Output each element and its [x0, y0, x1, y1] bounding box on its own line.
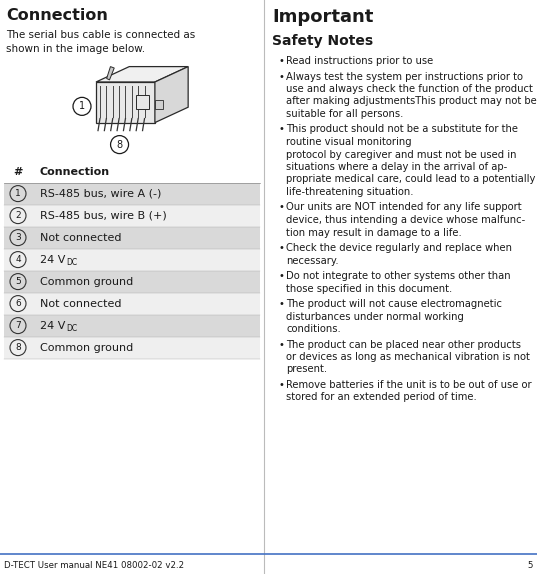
Bar: [4, 270, 260, 293]
Text: stored for an extended period of time.: stored for an extended period of time.: [286, 393, 477, 402]
Polygon shape: [96, 82, 155, 123]
Bar: [4, 336, 260, 359]
Circle shape: [10, 317, 26, 333]
Text: Safety Notes: Safety Notes: [272, 34, 373, 48]
Bar: [4, 227, 260, 249]
Text: Not connected: Not connected: [40, 298, 121, 309]
Text: 2: 2: [15, 211, 21, 220]
Text: situations where a delay in the arrival of ap-: situations where a delay in the arrival …: [286, 162, 507, 172]
Text: Our units are NOT intended for any life support: Our units are NOT intended for any life …: [286, 203, 522, 212]
Text: Read instructions prior to use: Read instructions prior to use: [286, 56, 433, 66]
Text: The product will not cause electromagnetic: The product will not cause electromagnet…: [286, 299, 502, 309]
Text: RS-485 bus, wire A (-): RS-485 bus, wire A (-): [40, 189, 162, 199]
Circle shape: [10, 340, 26, 356]
Text: 1: 1: [15, 189, 21, 198]
Text: 5: 5: [15, 277, 21, 286]
Text: Common ground: Common ground: [40, 277, 133, 286]
Text: 1: 1: [79, 102, 85, 111]
Bar: [136, 95, 149, 109]
Text: DC: DC: [66, 324, 77, 333]
Text: Remove batteries if the unit is to be out of use or: Remove batteries if the unit is to be ou…: [286, 380, 532, 390]
Circle shape: [10, 185, 26, 201]
Text: life-threatening situation.: life-threatening situation.: [286, 187, 413, 197]
Text: 4: 4: [15, 255, 21, 264]
Text: 24 V: 24 V: [40, 321, 66, 331]
Text: 24 V: 24 V: [40, 255, 66, 265]
Text: •: •: [278, 299, 284, 309]
Text: The serial bus cable is connected as: The serial bus cable is connected as: [6, 30, 195, 40]
Circle shape: [10, 251, 26, 267]
Bar: [4, 293, 260, 315]
Polygon shape: [96, 67, 188, 82]
Text: Common ground: Common ground: [40, 343, 133, 352]
Text: 3: 3: [15, 233, 21, 242]
Text: Not connected: Not connected: [40, 232, 121, 243]
Text: after making adjustmentsThis product may not be: after making adjustmentsThis product may…: [286, 96, 537, 107]
Text: routine visual monitoring: routine visual monitoring: [286, 137, 412, 147]
Text: •: •: [278, 380, 284, 390]
Text: device, thus intending a device whose malfunc-: device, thus intending a device whose ma…: [286, 215, 525, 225]
Polygon shape: [107, 67, 114, 80]
Circle shape: [111, 135, 128, 154]
Text: DC: DC: [66, 258, 77, 267]
Text: 6: 6: [15, 299, 21, 308]
Text: This product should not be a substitute for the: This product should not be a substitute …: [286, 125, 518, 134]
Text: #: #: [13, 166, 23, 177]
Text: •: •: [278, 203, 284, 212]
Text: •: •: [278, 243, 284, 253]
Text: Important: Important: [272, 8, 374, 26]
Text: propriate medical care, could lead to a potentially: propriate medical care, could lead to a …: [286, 174, 535, 184]
Text: protocol by caregiver and must not be used in: protocol by caregiver and must not be us…: [286, 149, 517, 160]
Text: 8: 8: [15, 343, 21, 352]
Bar: [4, 183, 260, 204]
Bar: [155, 100, 163, 108]
Bar: [4, 249, 260, 270]
Text: Check the device regularly and replace when: Check the device regularly and replace w…: [286, 243, 512, 253]
Text: •: •: [278, 271, 284, 281]
Text: Do not integrate to other systems other than: Do not integrate to other systems other …: [286, 271, 511, 281]
Circle shape: [10, 274, 26, 290]
Text: suitable for all persons.: suitable for all persons.: [286, 109, 404, 119]
Bar: [4, 204, 260, 227]
Text: •: •: [278, 56, 284, 66]
Text: those specified in this document.: those specified in this document.: [286, 284, 453, 293]
Text: shown in the image below.: shown in the image below.: [6, 44, 145, 54]
Text: conditions.: conditions.: [286, 324, 341, 334]
Text: or devices as long as mechanical vibration is not: or devices as long as mechanical vibrati…: [286, 352, 530, 362]
Text: present.: present.: [286, 364, 328, 374]
Text: Connection: Connection: [6, 8, 108, 23]
Polygon shape: [155, 67, 188, 123]
Circle shape: [10, 230, 26, 246]
Text: use and always check the function of the product: use and always check the function of the…: [286, 84, 533, 94]
Text: 7: 7: [15, 321, 21, 330]
Text: tion may result in damage to a life.: tion may result in damage to a life.: [286, 227, 462, 238]
Text: RS-485 bus, wire B (+): RS-485 bus, wire B (+): [40, 211, 167, 220]
Text: •: •: [278, 125, 284, 134]
Text: 8: 8: [117, 139, 122, 150]
Text: D-TECT User manual NE41 08002-02 v2.2: D-TECT User manual NE41 08002-02 v2.2: [4, 561, 184, 571]
Text: 5: 5: [527, 561, 533, 571]
Circle shape: [73, 98, 91, 115]
Circle shape: [10, 296, 26, 312]
Text: Connection: Connection: [40, 166, 110, 177]
Text: disturbances under normal working: disturbances under normal working: [286, 312, 464, 321]
Circle shape: [10, 208, 26, 224]
Bar: [4, 315, 260, 336]
Text: necessary.: necessary.: [286, 255, 339, 266]
Text: •: •: [278, 339, 284, 350]
Text: Always test the system per instructions prior to: Always test the system per instructions …: [286, 72, 523, 82]
Text: The product can be placed near other products: The product can be placed near other pro…: [286, 339, 521, 350]
Text: •: •: [278, 72, 284, 82]
